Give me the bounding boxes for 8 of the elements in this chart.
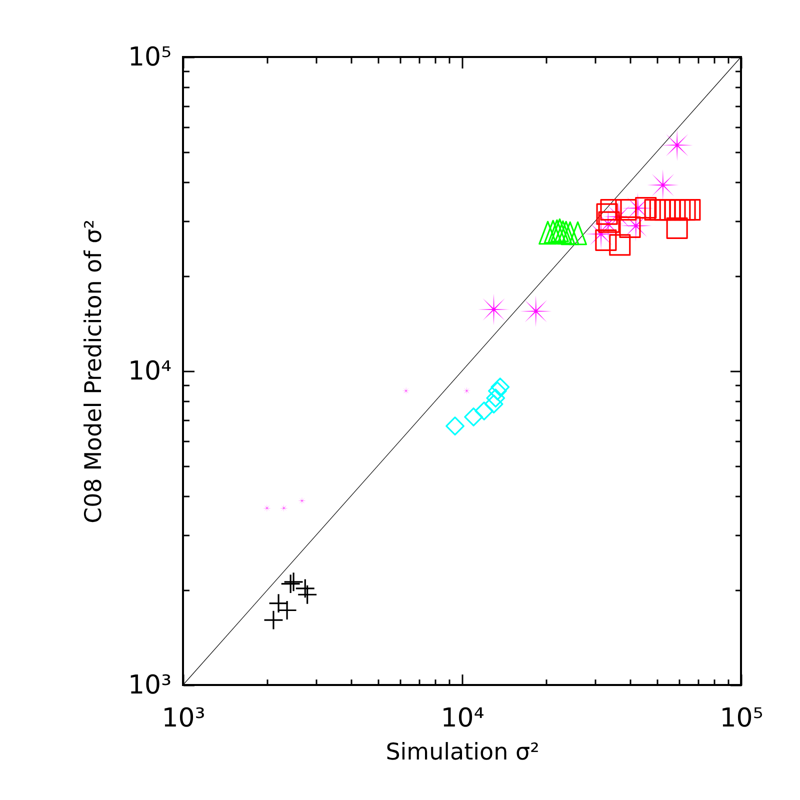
x-tick-label: 10⁵ bbox=[720, 704, 764, 734]
y-axis-title: C08 Model Prediciton of σ² bbox=[80, 220, 107, 524]
x-tick-label: 10³ bbox=[162, 704, 206, 734]
x-axis-title: Simulation σ² bbox=[386, 740, 540, 766]
y-tick-label: 10⁴ bbox=[128, 356, 172, 386]
x-tick-label: 10⁴ bbox=[440, 704, 484, 734]
y-tick-label: 10³ bbox=[128, 670, 172, 700]
y-tick-label: 10⁵ bbox=[128, 42, 172, 72]
